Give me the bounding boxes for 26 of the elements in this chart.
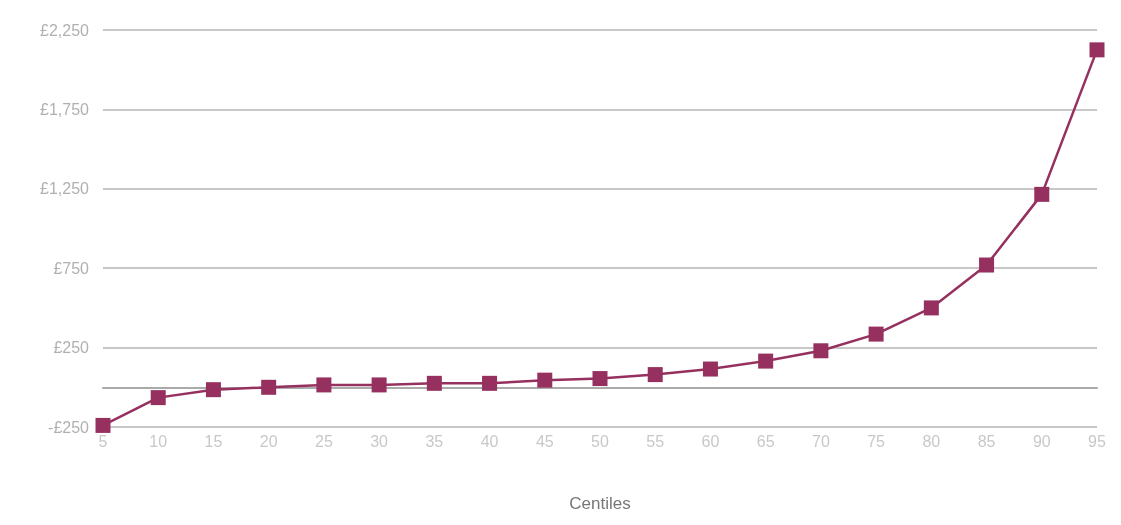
point	[702, 361, 718, 377]
point	[261, 379, 277, 395]
x-axis-title: Centiles	[569, 494, 631, 513]
point	[205, 382, 221, 398]
point	[150, 390, 166, 406]
point	[1034, 186, 1050, 202]
y-tick-label: -£250	[48, 418, 90, 436]
point	[923, 300, 939, 316]
y-tick-label: £1,750	[40, 100, 90, 118]
point	[95, 417, 111, 433]
point	[426, 375, 442, 391]
y-tick-label: £1,250	[40, 180, 90, 198]
y-tick-label: £250	[53, 339, 90, 357]
y-tick-label: £750	[53, 259, 90, 277]
point	[868, 326, 884, 342]
point	[482, 375, 498, 391]
point	[813, 343, 829, 359]
point	[316, 377, 332, 393]
point	[592, 371, 608, 387]
point	[758, 353, 774, 369]
point	[1089, 42, 1105, 58]
point	[371, 377, 387, 393]
y-tick-label: £2,250	[40, 21, 90, 39]
point	[979, 257, 995, 273]
point	[537, 372, 553, 388]
point	[647, 367, 663, 383]
